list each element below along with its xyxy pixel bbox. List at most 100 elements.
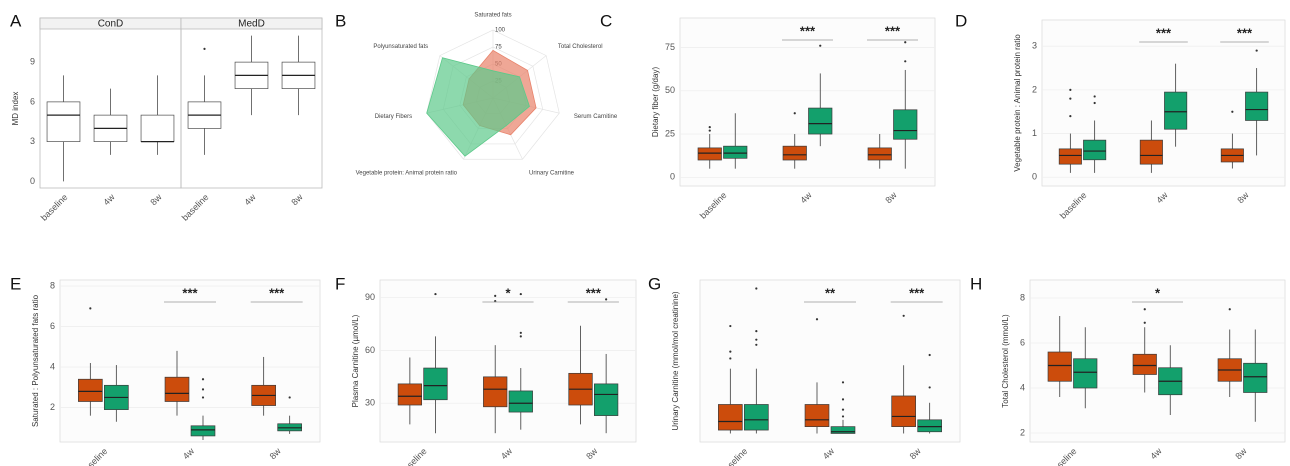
y-tick-label: 90: [365, 292, 375, 302]
box: [830, 426, 856, 434]
outlier: [904, 60, 907, 63]
y-tick-label: 3: [30, 136, 35, 146]
plot-frame: [679, 17, 936, 187]
y-tick-label: 75: [665, 42, 675, 52]
y-axis-label: Saturated : Polyunsaturated fats ratio: [31, 294, 40, 427]
box: [1139, 139, 1163, 165]
panel-label: E: [10, 274, 21, 293]
outlier: [841, 398, 845, 401]
x-tick-label: 8w: [1233, 446, 1249, 462]
y-tick-label: 50: [665, 85, 675, 95]
x-tick-label: baseline: [1048, 446, 1079, 466]
outlier: [928, 386, 931, 389]
x-tick-label: 8w: [908, 446, 924, 462]
y-axis-label: Dietary fiber (g/day): [651, 67, 660, 138]
significance-label: **: [825, 285, 836, 300]
significance-label: ***: [885, 23, 901, 38]
outlier: [755, 287, 758, 290]
x-tick-label: 8w: [1235, 190, 1251, 206]
outlier: [1143, 321, 1146, 324]
y-tick-label: 25: [665, 128, 675, 138]
x-tick-label: 4w: [242, 192, 258, 208]
outlier: [755, 338, 758, 341]
x-tick-label: baseline: [719, 446, 750, 466]
panel-label: C: [600, 11, 612, 30]
outlier: [904, 41, 907, 44]
x-tick-label: 4w: [821, 446, 837, 462]
y-tick-label: 9: [30, 57, 35, 67]
outlier: [729, 324, 732, 328]
box: [1132, 353, 1157, 375]
box: [804, 404, 830, 428]
x-tick-label: 8w: [148, 192, 164, 208]
plot-frame: [1041, 19, 1286, 187]
x-tick-label: baseline: [79, 446, 110, 466]
x-tick-label: 4w: [499, 446, 515, 462]
y-axis-label: MD index: [11, 92, 20, 126]
panel-label: G: [648, 274, 661, 293]
y-tick-label: 4: [50, 361, 55, 371]
y-tick-label: 0: [1032, 172, 1037, 182]
panel-label: H: [970, 274, 982, 293]
x-tick-label: 4w: [1154, 190, 1170, 206]
y-tick-label: 6: [30, 96, 35, 106]
plot-frame: [379, 279, 637, 443]
y-tick-label: 6: [50, 321, 55, 331]
x-tick-label: baseline: [398, 446, 429, 466]
box: [718, 404, 743, 431]
box: [808, 107, 833, 135]
y-tick-label: 30: [365, 398, 375, 408]
y-axis-label: Urinary Carnitine (mmol/mol creatinine): [671, 291, 680, 430]
outlier: [1143, 308, 1146, 311]
outlier: [841, 408, 845, 411]
x-tick-label: 8w: [883, 190, 899, 206]
outlier: [288, 396, 291, 399]
outlier: [793, 112, 796, 115]
x-tick-label: 4w: [1148, 446, 1164, 462]
box: [917, 419, 942, 433]
outlier: [729, 350, 732, 353]
outlier: [819, 44, 822, 47]
significance-label: *: [505, 285, 511, 300]
box: [594, 383, 619, 416]
outlier: [815, 318, 819, 321]
x-tick-label: baseline: [39, 192, 70, 223]
facet-title: MedD: [238, 19, 265, 30]
outlier: [841, 415, 845, 418]
box: [46, 101, 81, 142]
outlier: [755, 343, 758, 346]
significance-label: ***: [182, 285, 198, 300]
radar-tick-label: 75: [495, 45, 502, 51]
y-tick-label: 2: [1020, 427, 1025, 437]
box: [397, 383, 422, 406]
y-tick-label: 2: [50, 402, 55, 412]
x-tick-label: baseline: [698, 190, 729, 221]
x-tick-label: 8w: [289, 192, 305, 208]
outlier: [519, 292, 522, 296]
outlier: [519, 335, 522, 338]
facet-title: ConD: [98, 19, 124, 30]
box: [1164, 91, 1188, 130]
significance-label: ***: [800, 23, 816, 38]
y-tick-label: 2: [1032, 84, 1037, 94]
box: [1243, 362, 1268, 393]
radar-tick-label: 100: [495, 28, 506, 34]
box: [483, 376, 508, 408]
y-tick-label: 6: [1020, 337, 1025, 347]
significance-label: ***: [269, 285, 285, 300]
radar-ring: [426, 29, 560, 160]
outlier: [1093, 95, 1096, 98]
y-tick-label: 0: [670, 172, 675, 182]
box: [1245, 91, 1269, 121]
radar-axis-label: Total Cholesterol: [558, 44, 603, 50]
outlier: [201, 388, 205, 391]
y-tick-label: 60: [365, 345, 375, 355]
x-tick-label: 8w: [584, 446, 600, 462]
outlier: [494, 294, 497, 297]
facet-strip: [180, 17, 323, 30]
y-tick-label: 8: [50, 280, 55, 290]
radar-axis-label: Urinary Carnitine: [529, 170, 575, 176]
box: [164, 376, 190, 402]
box: [508, 390, 533, 413]
